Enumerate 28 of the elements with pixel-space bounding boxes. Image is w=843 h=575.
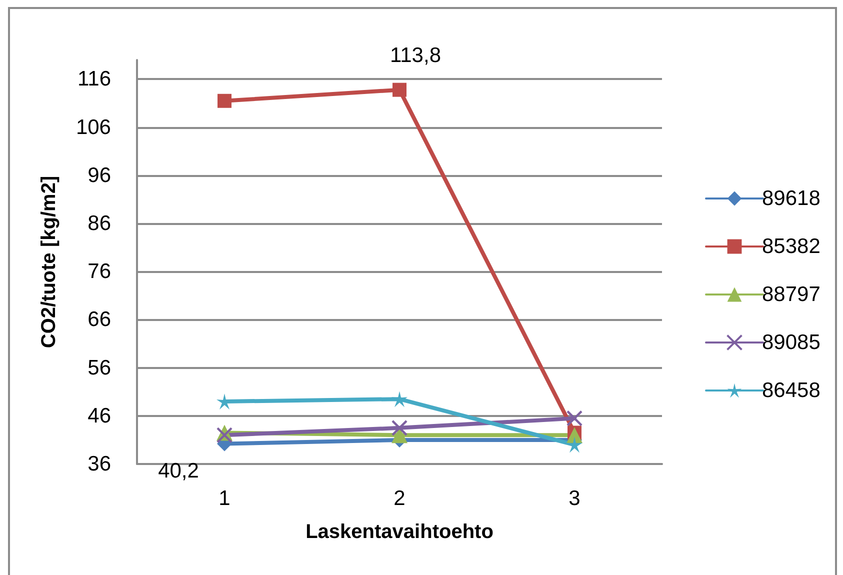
point bbox=[566, 436, 582, 453]
y-tick-label: 106 bbox=[76, 116, 111, 139]
data-label: 113,8 bbox=[390, 44, 441, 67]
x-tick-label: 3 bbox=[568, 487, 580, 510]
x-axis-title: Laskentavaihtoehto bbox=[306, 521, 494, 543]
y-tick-label: 116 bbox=[78, 68, 111, 91]
point bbox=[391, 420, 408, 436]
data-label: 40,2 bbox=[158, 459, 199, 482]
legend-label: 88797 bbox=[762, 283, 820, 306]
point bbox=[566, 410, 583, 426]
y-tick-label: 46 bbox=[88, 404, 111, 428]
y-tick-label: 56 bbox=[88, 356, 111, 380]
legend-label: 86458 bbox=[762, 379, 820, 402]
y-tick-label: 76 bbox=[88, 260, 111, 284]
y-axis-title: CO2/tuote [kg/m2] bbox=[38, 176, 60, 348]
x-tick-label: 1 bbox=[218, 487, 230, 510]
point bbox=[392, 82, 406, 97]
point bbox=[566, 427, 582, 444]
legend-label: 89618 bbox=[762, 187, 820, 210]
y-tick-label: 96 bbox=[88, 164, 111, 187]
legend-label: 85382 bbox=[762, 235, 820, 258]
y-tick-label: 86 bbox=[88, 212, 111, 236]
legend-label: 89085 bbox=[762, 331, 820, 354]
y-tick-label: 36 bbox=[88, 452, 111, 476]
y-tick-label: 66 bbox=[88, 308, 111, 332]
x-tick-label: 2 bbox=[394, 487, 406, 510]
point bbox=[218, 94, 232, 108]
point bbox=[392, 391, 408, 408]
